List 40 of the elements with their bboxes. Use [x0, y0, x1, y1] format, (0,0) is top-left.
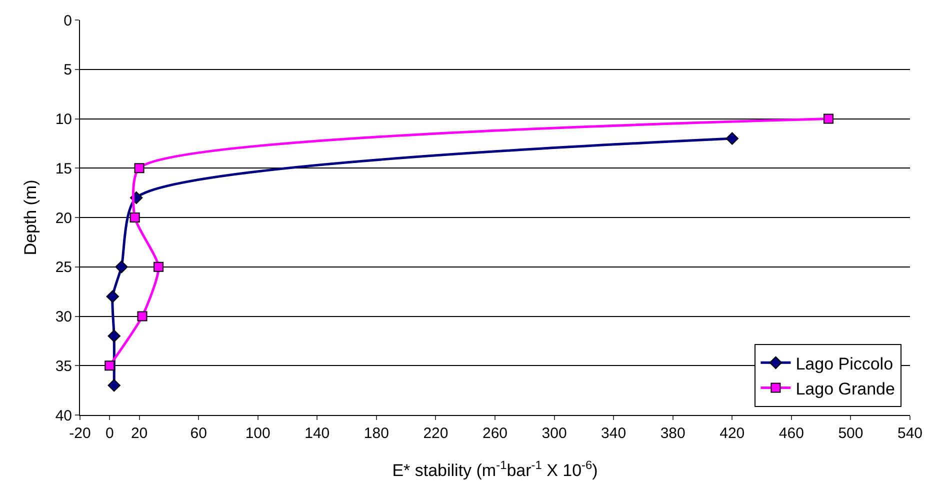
y-tick-label: 25 — [55, 259, 72, 276]
x-tick-label: 220 — [423, 425, 448, 442]
y-tick-label: 40 — [55, 407, 72, 424]
point — [130, 212, 140, 222]
point — [134, 163, 144, 174]
y-tick-label: 15 — [55, 160, 72, 178]
y-axis-title: Depth (m) — [21, 180, 40, 256]
y-tick-label: 30 — [55, 308, 72, 326]
x-tick-label: 60 — [190, 425, 207, 442]
x-tick-label: -20 — [69, 425, 91, 442]
y-tick-label: 0 — [64, 12, 72, 30]
point — [104, 360, 115, 371]
point — [115, 260, 128, 274]
x-tick-label: 20 — [130, 425, 148, 442]
y-tick-label: 10 — [55, 111, 72, 128]
x-tick-label: 260 — [482, 425, 508, 442]
x-axis-title: E* stability (m$^{-1}$bar$^{-1}$ X 10$^{-6}$) — [392, 458, 598, 480]
y-tick-label: 35 — [55, 358, 72, 375]
x-tick-label: 140 — [304, 425, 330, 442]
point — [823, 114, 834, 124]
x-tick-label: 380 — [660, 425, 686, 442]
x-tick-label: 180 — [364, 425, 389, 442]
x-tick-label: 340 — [601, 425, 626, 442]
point — [154, 262, 164, 272]
point — [726, 132, 738, 145]
y-tick-label: 5 — [64, 62, 72, 79]
point — [108, 379, 120, 392]
x-tick-label: 540 — [897, 425, 923, 442]
legend-label: Lago Piccolo — [796, 354, 894, 374]
x-tick-label: 500 — [838, 425, 864, 442]
x-tick-label: 100 — [245, 425, 270, 442]
x-tick-label: 460 — [778, 425, 804, 442]
point — [106, 290, 119, 303]
y-tick-label: 20 — [55, 210, 72, 227]
x-tick-label: 0 — [105, 425, 114, 442]
point — [108, 330, 120, 342]
point — [137, 311, 148, 322]
x-tick-label: 420 — [720, 425, 745, 442]
legend-label: Lago Grande — [796, 379, 895, 398]
x-tick-label: 300 — [542, 425, 567, 442]
